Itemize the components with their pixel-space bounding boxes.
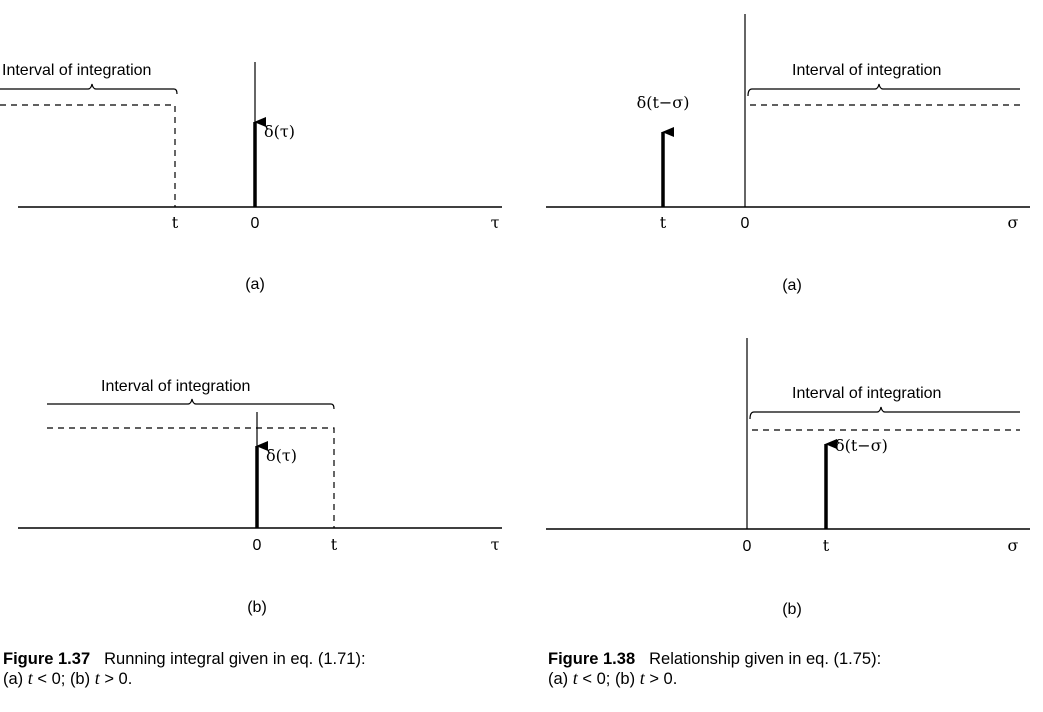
caption-cond: > 0. — [104, 670, 133, 688]
tick-label-0: 0 — [743, 538, 752, 555]
interval-label: Interval of integration — [2, 62, 151, 79]
caption-var-t: t — [639, 668, 645, 688]
interval-label: Interval of integration — [792, 62, 941, 79]
caption-line-1: Figure 1.38 Relationship given in eq. (1.… — [548, 650, 881, 669]
tick-label-t: t — [823, 536, 830, 555]
impulse-label: δ(t−σ) — [637, 93, 690, 112]
caption-var-t: t — [94, 668, 100, 688]
fig138-panel-b: Interval of integration δ(t−σ) 0 t σ (b) — [546, 338, 1030, 618]
axis-label-sigma: σ — [1008, 536, 1019, 555]
integration-region-dashed — [0, 104, 176, 207]
tick-label-t: t — [660, 213, 667, 232]
tick-label-t: t — [172, 213, 179, 232]
axis-label-sigma: σ — [1008, 213, 1019, 232]
figure-caption-1-38: Figure 1.38 Relationship given in eq. (1.… — [548, 650, 881, 689]
fig138-panel-a: Interval of integration δ(t−σ) t 0 σ (a) — [546, 14, 1030, 294]
caption-line-1: Figure 1.37 Running integral given in eq.… — [3, 650, 366, 669]
axis-label-tau: τ — [491, 213, 500, 232]
integration-interval-brace — [0, 83, 178, 95]
caption-cond: > 0. — [649, 670, 678, 688]
caption-case-a: (a) — [3, 670, 24, 688]
caption-line-2: (a) t < 0; (b) t > 0. — [548, 669, 881, 689]
tick-label-0: 0 — [253, 537, 262, 554]
figure-caption-1-37: Figure 1.37 Running integral given in eq.… — [3, 650, 366, 689]
caption-text: Relationship given in eq. (1.75): — [649, 650, 882, 668]
axis-label-tau: τ — [491, 535, 500, 554]
caption-text: Running integral given in eq. (1.71): — [104, 650, 366, 668]
panel-label: (b) — [782, 601, 802, 618]
impulse-label: δ(τ) — [264, 122, 295, 141]
panel-label: (a) — [782, 277, 802, 294]
caption-var-t: t — [572, 668, 578, 688]
tick-label-t: t — [331, 535, 338, 554]
panel-label: (b) — [247, 599, 267, 616]
panel-label: (a) — [245, 276, 265, 293]
caption-line-2: (a) t < 0; (b) t > 0. — [3, 669, 366, 689]
interval-label: Interval of integration — [101, 378, 250, 395]
figure-number: Figure 1.37 — [3, 650, 91, 668]
integration-interval-brace — [749, 406, 1020, 420]
caption-cond: < 0; (b) — [582, 670, 636, 688]
interval-label: Interval of integration — [792, 385, 941, 402]
tick-label-0: 0 — [741, 215, 750, 232]
integration-interval-brace — [47, 398, 335, 410]
impulse-label: δ(τ) — [266, 446, 297, 465]
caption-var-t: t — [27, 668, 33, 688]
integration-interval-brace — [747, 83, 1020, 97]
caption-case-a: (a) — [548, 670, 569, 688]
fig137-panel-a: Interval of integration δ(τ) t 0 τ (a) — [0, 62, 502, 293]
figure-number: Figure 1.38 — [548, 650, 636, 668]
tick-label-0: 0 — [251, 215, 260, 232]
impulse-label: δ(t−σ) — [835, 436, 888, 455]
fig137-panel-b: Interval of integration δ(τ) 0 t τ (b) — [18, 378, 502, 616]
integration-region-dashed — [47, 427, 335, 528]
caption-cond: < 0; (b) — [37, 670, 91, 688]
